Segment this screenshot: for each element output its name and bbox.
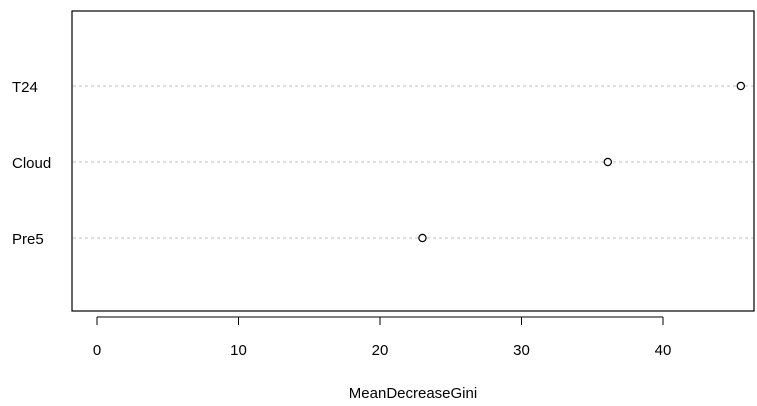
category-label-cloud: Cloud [12, 155, 51, 172]
x-tick-label: 20 [372, 342, 389, 359]
x-axis: 0 10 20 30 40 [93, 316, 672, 359]
data-point-pre5 [418, 233, 427, 243]
plot-frame [71, 10, 755, 312]
category-label-t24: T24 [12, 79, 38, 96]
data-points [418, 81, 746, 243]
data-point-t24 [736, 81, 746, 91]
x-axis-title: MeanDecreaseGini [349, 385, 477, 402]
x-tick-label: 40 [655, 342, 672, 359]
category-labels: T24 Cloud Pre5 [12, 79, 51, 248]
x-tick-label: 10 [230, 342, 247, 359]
x-tick-label: 0 [93, 342, 101, 359]
x-tick-label: 30 [513, 342, 530, 359]
grid-lines [73, 85, 753, 239]
data-point-cloud [603, 157, 613, 167]
category-label-pre5: Pre5 [12, 231, 44, 248]
